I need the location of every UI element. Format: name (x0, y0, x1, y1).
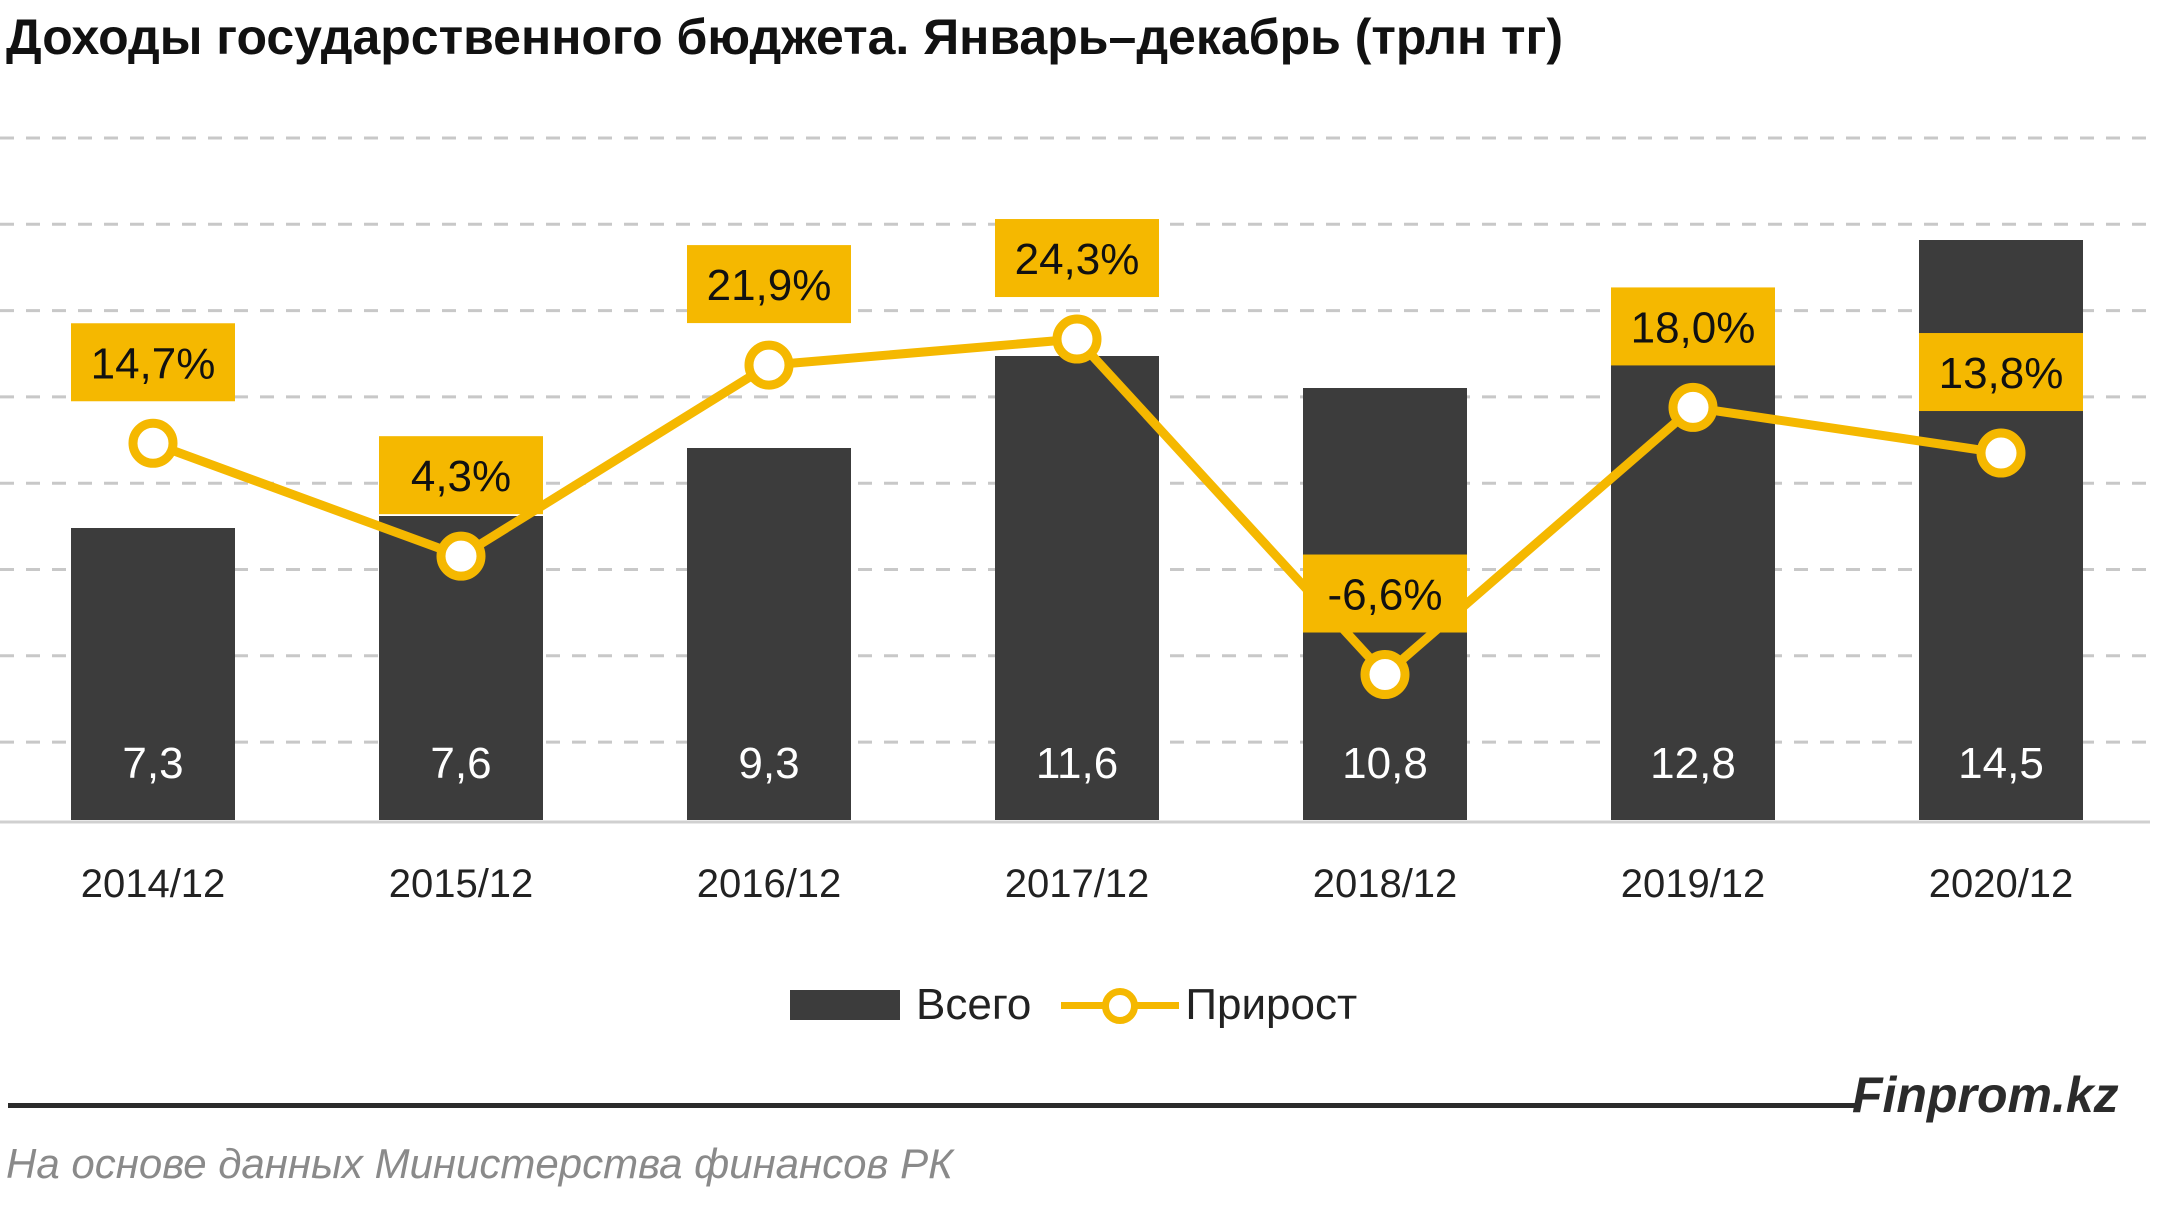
growth-point (744, 340, 794, 390)
legend-line-label: Прирост (1185, 980, 1358, 1029)
growth-value-label: 21,9% (707, 261, 832, 310)
growth-point (1052, 314, 1102, 364)
x-tick-label: 2014/12 (81, 862, 226, 906)
bar-value-label: 10,8 (1342, 739, 1428, 788)
legend: Всего Прирост (790, 980, 1357, 1030)
growth-point (128, 418, 178, 468)
bar-value-label: 12,8 (1650, 739, 1736, 788)
x-tick-label: 2020/12 (1929, 862, 2074, 906)
bar (687, 448, 851, 820)
growth-value-label: 24,3% (1015, 235, 1140, 284)
x-tick-label: 2015/12 (389, 862, 534, 906)
x-tick-label: 2018/12 (1313, 862, 1458, 906)
bar-value-label: 7,3 (122, 739, 183, 788)
growth-label-box (995, 219, 1159, 298)
chart-title: Доходы государственного бюджета. Январь–… (6, 9, 1564, 65)
bar-value-label: 7,6 (430, 739, 491, 788)
growth-label-box (1611, 287, 1775, 366)
x-tick-label: 2017/12 (1005, 862, 1150, 906)
growth-label-box (1919, 333, 2083, 412)
x-tick-label: 2019/12 (1621, 862, 1766, 906)
growth-label-box (687, 245, 851, 324)
legend-bar-label: Всего (916, 980, 1032, 1029)
source-note: На основе данных Министерства финансов Р… (6, 1140, 953, 1187)
growth-value-label: -6,6% (1328, 571, 1443, 620)
growth-value-label: 14,7% (91, 339, 216, 388)
bar-value-label: 11,6 (1036, 739, 1118, 788)
bar (995, 356, 1159, 820)
x-axis: 2014/12 2015/12 2016/12 2017/12 2018/12 2019/… (0, 820, 2150, 906)
bar (71, 528, 235, 820)
growth-label-box (379, 436, 543, 515)
growth-line-series: 14,7% 4,3% 21,9% 24,3% -6,6% 18,0% 13,8% (71, 219, 2083, 700)
footer-divider (8, 1103, 1856, 1108)
growth-value-label: 13,8% (1939, 349, 2064, 398)
brand-logo-text: Finprom.kz (1852, 1067, 2119, 1123)
growth-point (1976, 428, 2026, 478)
legend-bar-swatch (790, 990, 900, 1020)
growth-value-label: 18,0% (1631, 303, 1756, 352)
growth-point (436, 531, 486, 581)
x-tick-label: 2016/12 (697, 862, 842, 906)
growth-label-box (1303, 554, 1467, 633)
legend-line-swatch (1061, 985, 1180, 1025)
growth-point (1360, 650, 1410, 700)
growth-label-box (71, 323, 235, 402)
growth-value-label: 4,3% (411, 452, 511, 501)
bar-value-label: 14,5 (1958, 739, 2044, 788)
bar-value-label: 9,3 (738, 739, 799, 788)
bar (1919, 240, 2083, 820)
growth-point (1668, 382, 1718, 432)
